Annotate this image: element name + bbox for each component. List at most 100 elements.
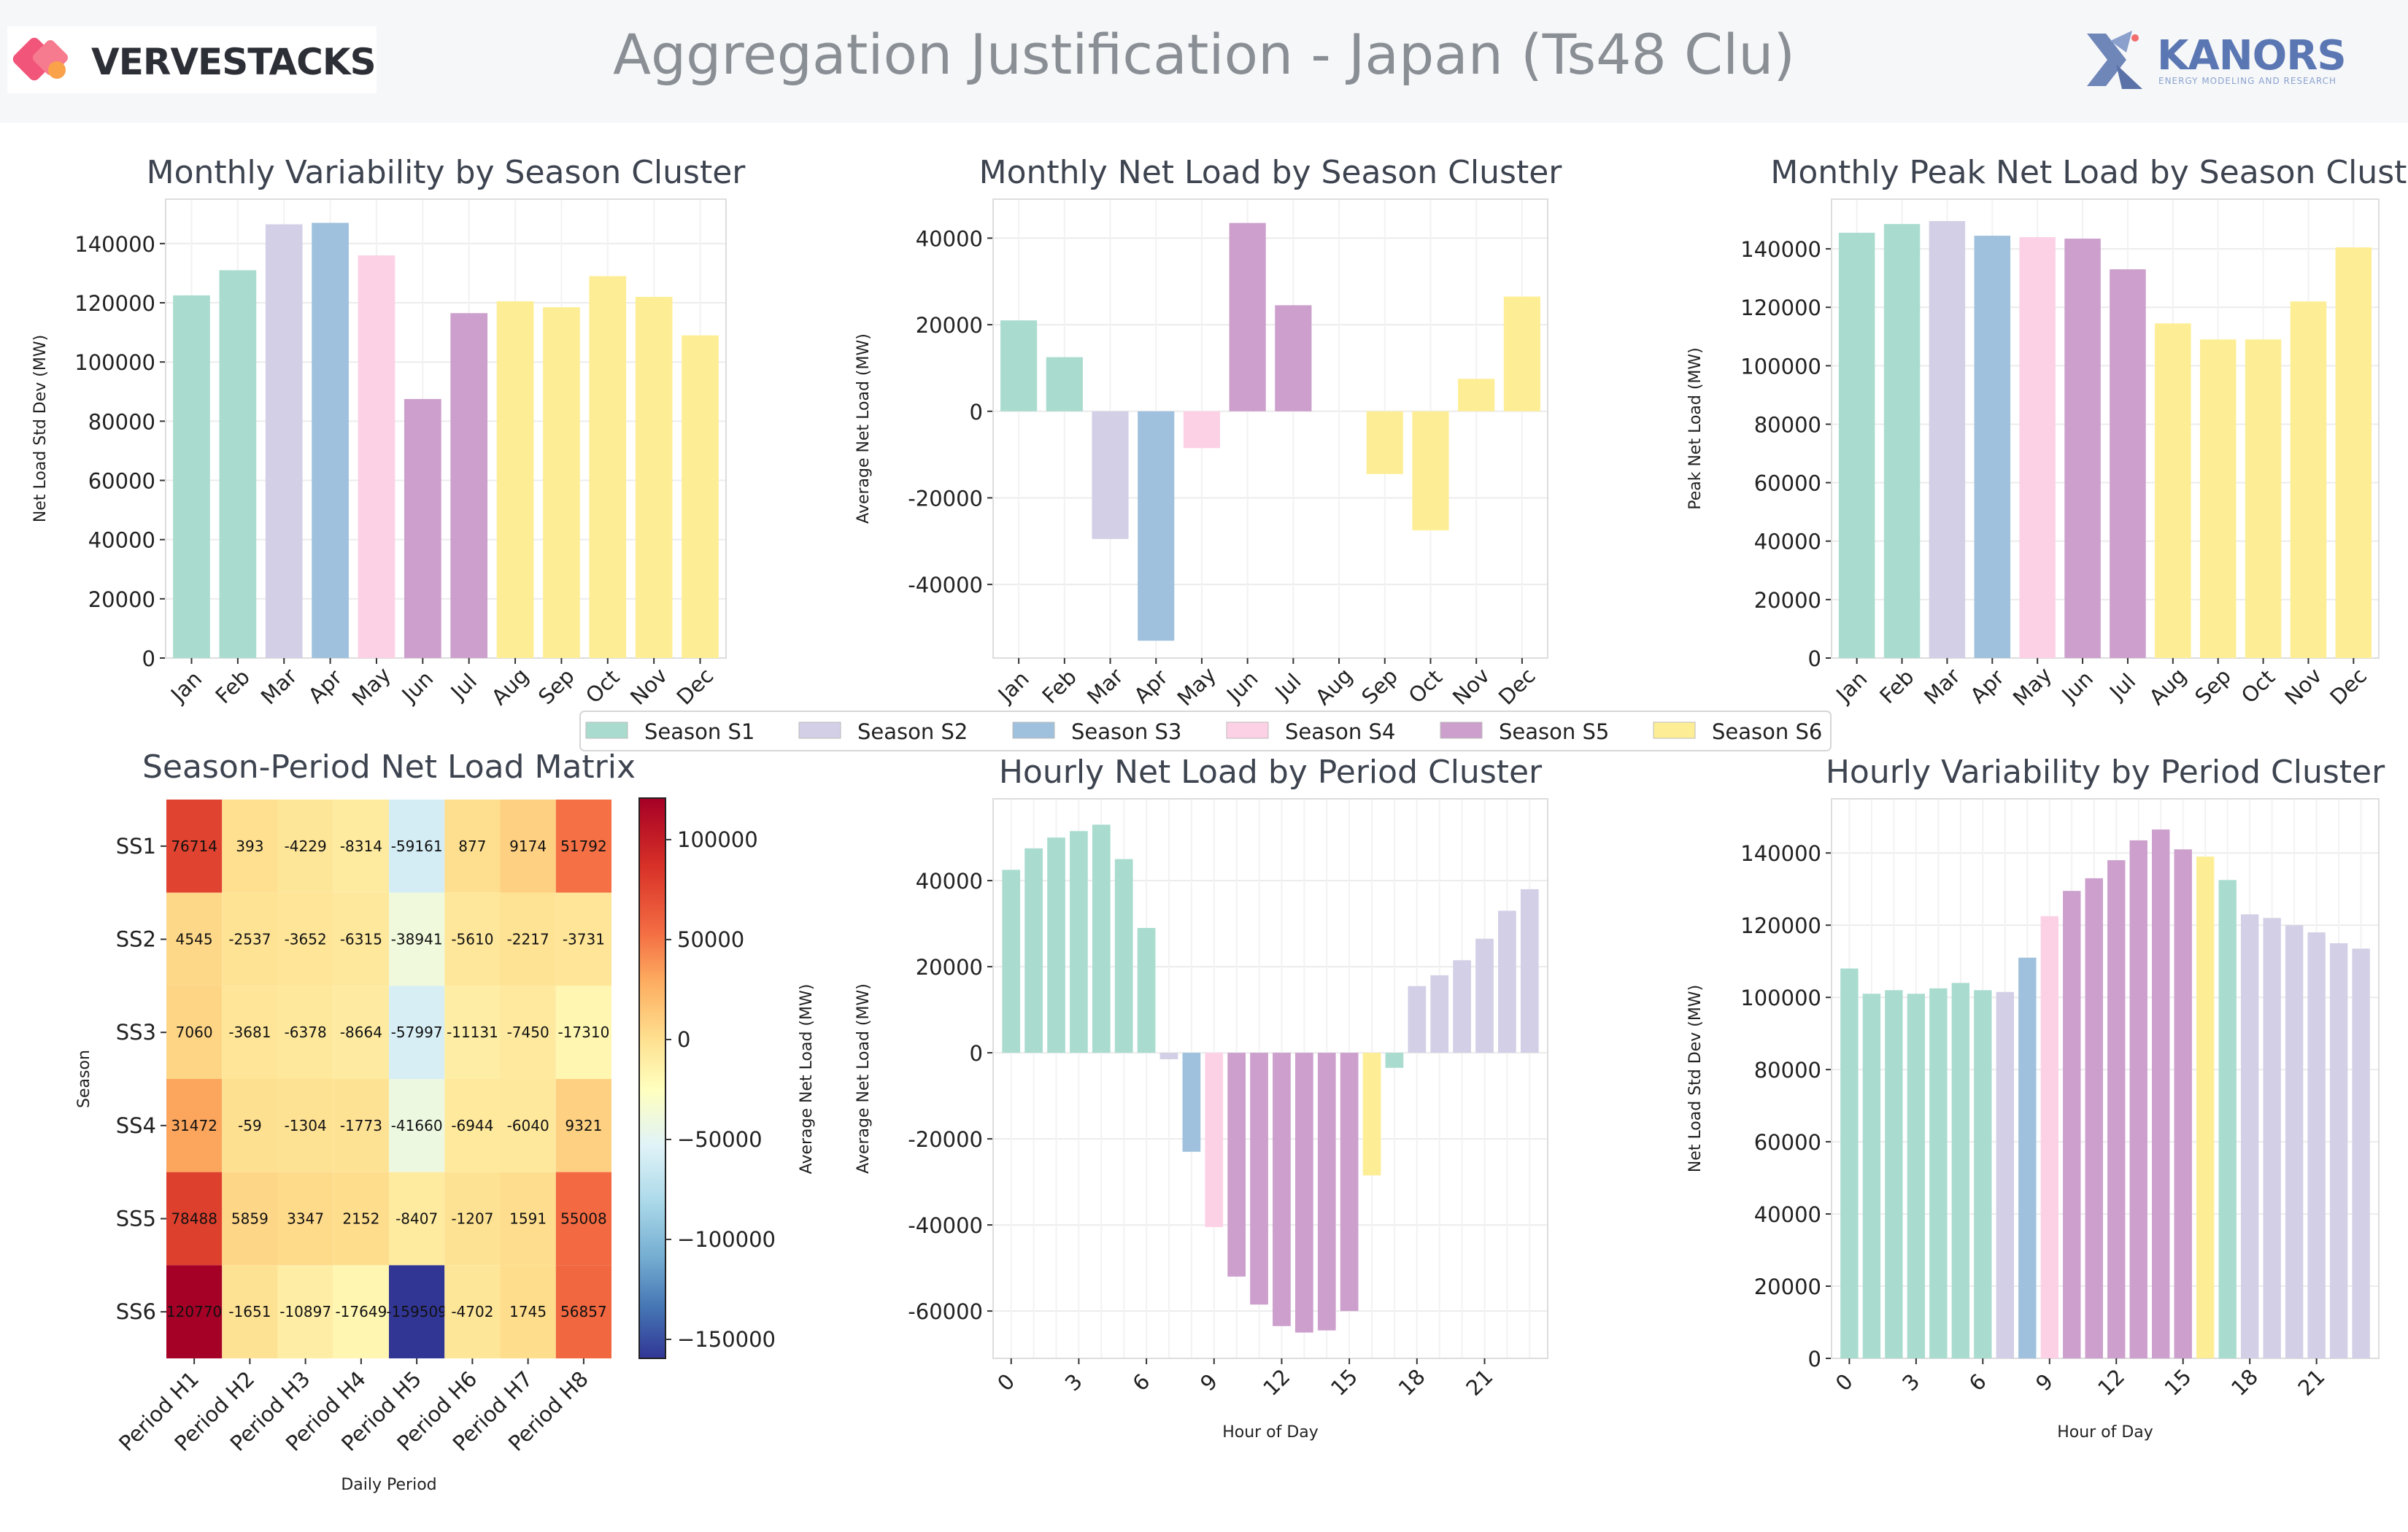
chart-title: Monthly Variability by Season Cluster (147, 154, 746, 191)
bar (1294, 1053, 1313, 1333)
heatmap-cell-label: 9174 (509, 837, 547, 855)
heatmap-cell-label: -4702 (451, 1303, 493, 1320)
y-tick-label: 20000 (916, 955, 983, 980)
heatmap-cell (389, 892, 445, 986)
y-tick-label: 40000 (1754, 530, 1821, 554)
bar (2352, 948, 2370, 1358)
monthly-net-load-chart: Monthly Net Load by Season Cluster -40000… (854, 154, 1562, 711)
bar (2245, 339, 2282, 658)
x-tick-label: Jun (2056, 666, 2098, 708)
y-tick-label: 20000 (1754, 588, 1821, 613)
heatmap-cell (166, 1265, 223, 1358)
heatmap-cell (444, 1265, 501, 1358)
bar (1453, 960, 1471, 1053)
heatmap-cell (555, 892, 611, 986)
x-tick-label: Jul (445, 669, 482, 705)
heatmap-cell (277, 800, 333, 893)
heatmap-cell (333, 1079, 389, 1172)
bar (1227, 1053, 1246, 1277)
bar (1498, 910, 1516, 1053)
legend-swatch (585, 721, 628, 739)
colorbar-tick-label: 0 (677, 1027, 690, 1052)
bar (1412, 411, 1449, 530)
x-tick-label: Nov (2280, 663, 2326, 710)
x-tick-label: 21 (1461, 1364, 1497, 1401)
heatmap-cell (277, 1172, 333, 1266)
x-tick-label: Nov (625, 663, 672, 710)
hourly-variability-chart: Hourly Variability by Period Cluster 0 200… (1686, 754, 2385, 1442)
y-tick-label: 100000 (1740, 986, 1821, 1010)
heatmap-cell (444, 1079, 501, 1172)
heatmap-cell-label: -2217 (507, 931, 549, 948)
heatmap-cell (277, 986, 333, 1079)
heatmap-cell-label: -3681 (228, 1024, 271, 1041)
heatmap-cell (444, 1172, 501, 1266)
heatmap-cell (555, 800, 611, 893)
x-tick-label: 18 (2226, 1364, 2263, 1401)
chart-title: Monthly Net Load by Season Cluster (979, 154, 1563, 191)
y-tick-label: 140000 (74, 232, 155, 257)
y-tick-label: 120000 (1740, 295, 1821, 320)
bar (1951, 983, 1970, 1358)
x-tick-label: Dec (672, 663, 719, 710)
heatmap-cell-label: 31472 (171, 1117, 217, 1134)
y-tick-label: 100000 (74, 350, 155, 375)
plot-frame (1831, 198, 2380, 659)
heatmap-cell-label: -3731 (563, 931, 605, 948)
heatmap-cell-label: -17310 (557, 1024, 609, 1041)
bar (1520, 889, 1539, 1053)
heatmap-cell-label: -8407 (395, 1210, 438, 1228)
heatmap-cell-label: -2537 (228, 931, 271, 948)
monthly-peak-net-load-chart: Monthly Peak Net Load by Season Cluster 0… (1686, 154, 2408, 711)
x-tick-label: 0 (992, 1369, 1019, 1396)
legend-swatch (1440, 721, 1483, 739)
x-tick-label: May (2008, 662, 2056, 711)
heatmap-cell (222, 986, 278, 1079)
bar (1996, 991, 2014, 1358)
heatmap-cell-label: -4229 (285, 837, 327, 855)
heatmap-cell (333, 986, 389, 1079)
heatmap-cell (277, 892, 333, 986)
colorbar-tick-label: −50000 (677, 1127, 763, 1152)
bar (2019, 237, 2056, 659)
bar (2199, 339, 2237, 658)
x-tick-label: Nov (1448, 663, 1494, 710)
colorbar-tick-label: −150000 (677, 1327, 776, 1352)
y-tick-label: 20000 (88, 587, 155, 612)
bar (1229, 223, 1266, 411)
legend-swatch (1226, 721, 1269, 739)
heatmap-cell (500, 1172, 556, 1266)
heatmap-cell-label: -8664 (340, 1024, 382, 1041)
bar (1092, 824, 1111, 1053)
x-tick-label: Jan (992, 666, 1034, 708)
heatmap-cell-label: 78488 (171, 1210, 217, 1228)
y-tick-label: SS4 (116, 1113, 156, 1138)
bar (1974, 236, 2011, 659)
heatmap-cell-label: -57997 (391, 1024, 443, 1041)
plot-frame (992, 198, 1548, 659)
y-tick-label: SS6 (116, 1299, 156, 1324)
season-period-heatmap: Season-Period Net Load Matrix 76714 393 -42… (75, 748, 816, 1494)
y-tick-label: 60000 (88, 469, 155, 494)
y-tick-label: 0 (970, 400, 983, 425)
x-tick-label: 9 (1195, 1369, 1222, 1396)
vervestacks-logo-icon (12, 37, 68, 81)
x-tick-label: Oct (2237, 665, 2280, 708)
colorbar-tick-label: 50000 (677, 927, 744, 952)
heatmap-cell-label: 9321 (565, 1117, 602, 1134)
heatmap-cell (222, 892, 278, 986)
y-tick-label: 40000 (1754, 1202, 1821, 1227)
bar (1362, 1053, 1381, 1176)
bar (1138, 411, 1175, 641)
heatmap-cell-label: -6315 (340, 931, 382, 948)
chart-title: Hourly Variability by Period Cluster (1826, 754, 2385, 791)
x-tick-label: Sep (2190, 664, 2236, 710)
heatmap-cell (222, 800, 278, 893)
kanors-logo-icon (2087, 31, 2142, 89)
colorbar-tick-label: −100000 (677, 1227, 776, 1252)
bar (635, 296, 673, 658)
bar (2196, 856, 2215, 1358)
heatmap-cell-label: 56857 (560, 1303, 607, 1320)
bar (1862, 994, 1881, 1358)
x-tick-label: Apr (304, 665, 347, 708)
